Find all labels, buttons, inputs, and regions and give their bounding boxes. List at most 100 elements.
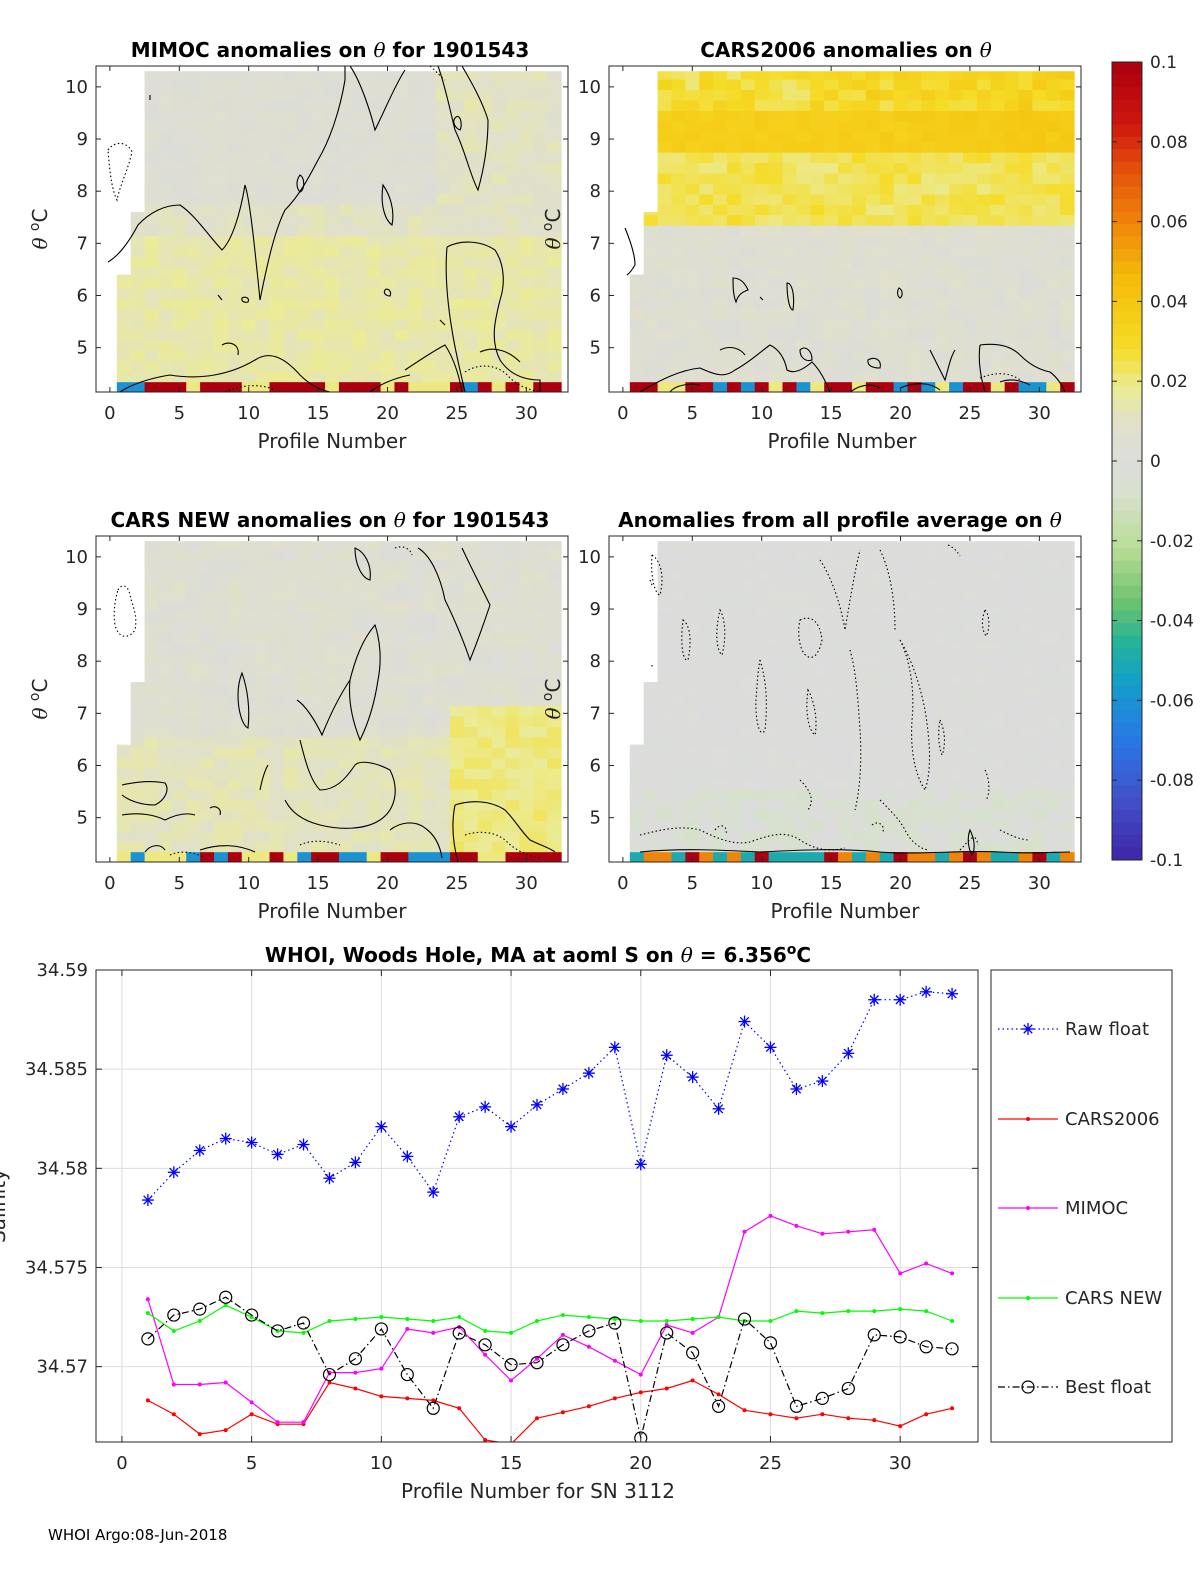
colorbar-ticks: 0.10.080.060.040.020-0.02-0.04-0.06-0.08… [1112, 53, 1194, 871]
heatmap-cell [699, 266, 714, 278]
heatmap-cell [380, 747, 396, 759]
heatmap-cell [838, 590, 853, 602]
heatmap-cell [533, 778, 548, 790]
heatmap-cell [172, 684, 187, 696]
heatmap-cell [727, 131, 742, 143]
heatmap-cell [394, 287, 409, 299]
heatmap-cell [907, 183, 922, 195]
heatmap-cell [865, 162, 881, 174]
heatmap-cell [713, 757, 728, 769]
heatmap-cell [505, 266, 521, 278]
heatmap-cell [1046, 632, 1061, 644]
heatmap-cell [1046, 611, 1061, 623]
heatmap-cell [227, 162, 243, 174]
heatmap-cell [352, 225, 368, 237]
heatmap-cell [436, 204, 451, 216]
heatmap-cell [311, 622, 326, 634]
heatmap-cell [1060, 256, 1075, 268]
heatmap-cell [144, 89, 160, 101]
heatmap-cell [505, 809, 521, 821]
heatmap-cell [1046, 89, 1061, 101]
heatmap-cell [740, 601, 756, 613]
heatmap-cell [657, 788, 673, 801]
heatmap-cell [519, 183, 534, 195]
heatmap-cell [838, 799, 853, 811]
heatmap-cell [1004, 360, 1020, 372]
heatmap-cell [865, 695, 881, 707]
heatmap-cell [643, 726, 659, 738]
heatmap-cell [186, 204, 201, 216]
heatmap-cell [629, 381, 645, 392]
heatmap-cell [422, 715, 437, 727]
heatmap-cell [436, 549, 451, 561]
heatmap-cell [685, 245, 700, 257]
heatmap-cell [519, 632, 534, 644]
heatmap-cell [200, 318, 215, 331]
data-point-star [479, 1100, 492, 1113]
heatmap-cell [436, 778, 451, 790]
heatmap-cell [352, 653, 368, 665]
heatmap-cell [893, 193, 909, 205]
heatmap-cell [352, 674, 368, 686]
heatmap-cell [422, 541, 437, 550]
heatmap-cell [422, 622, 437, 634]
footer-stamp: WHOI Argo:08-Jun-2018 [48, 1526, 228, 1544]
heatmap-cell [172, 245, 187, 257]
heatmap-cell [921, 99, 936, 111]
heatmap-cell [810, 799, 825, 811]
heatmap-cell [311, 266, 326, 278]
heatmap-cell [1018, 381, 1034, 392]
heatmap-cell [533, 360, 548, 372]
heatmap-cell [158, 162, 173, 174]
heatmap-cell [1060, 152, 1075, 164]
heatmap-cell [352, 329, 368, 341]
heatmap-cell [1032, 350, 1047, 362]
heatmap-cell [1004, 350, 1020, 362]
heatmap-cell [1032, 381, 1047, 392]
heatmap-cell [311, 172, 326, 184]
heatmap-cell [976, 559, 992, 571]
heatmap-cell [186, 71, 201, 80]
data-point-dot [560, 1332, 565, 1337]
heatmap-cell [352, 245, 368, 257]
heatmap-cell [547, 715, 562, 727]
heatmap-cell [408, 89, 423, 101]
heatmap-cell [408, 642, 423, 654]
heatmap-cell [214, 287, 229, 299]
heatmap-cell [893, 287, 909, 299]
heatmap-cell [255, 559, 271, 571]
heatmap-cell [380, 256, 396, 268]
heatmap-cell [838, 611, 853, 623]
heatmap-cell [269, 172, 285, 184]
heatmap-cell [519, 663, 534, 675]
heatmap-cell [893, 541, 909, 550]
heatmap-cell [657, 632, 673, 644]
heatmap-cell [824, 757, 839, 769]
heatmap-cell [325, 162, 340, 174]
heatmap-cell [533, 245, 548, 257]
heatmap-cell [963, 235, 978, 247]
heatmap-cell [450, 830, 465, 842]
heatmap-cell [214, 757, 229, 769]
heatmap-cell [450, 642, 465, 654]
heatmap-cell [519, 569, 534, 581]
heatmap-cell [657, 172, 673, 184]
heatmap-cell [463, 381, 479, 392]
heatmap-cell [477, 350, 493, 362]
heatmap-cell [699, 256, 714, 268]
heatmap-cell [547, 611, 562, 623]
heatmap-cell [547, 788, 562, 801]
heatmap-cell [824, 799, 839, 811]
heatmap-cell [699, 99, 714, 111]
heatmap-cell [893, 632, 909, 644]
heatmap-cell [824, 298, 839, 310]
heatmap-cell [1032, 684, 1047, 696]
data-point-dot [353, 1370, 358, 1375]
heatmap-cell [740, 225, 756, 237]
y-tick-label: 5 [590, 808, 601, 829]
heatmap-cell [921, 350, 936, 362]
heatmap-cell [1060, 89, 1075, 101]
heatmap-cell [1060, 726, 1075, 738]
heatmap-cell [477, 809, 493, 821]
heatmap-cell [727, 788, 742, 801]
